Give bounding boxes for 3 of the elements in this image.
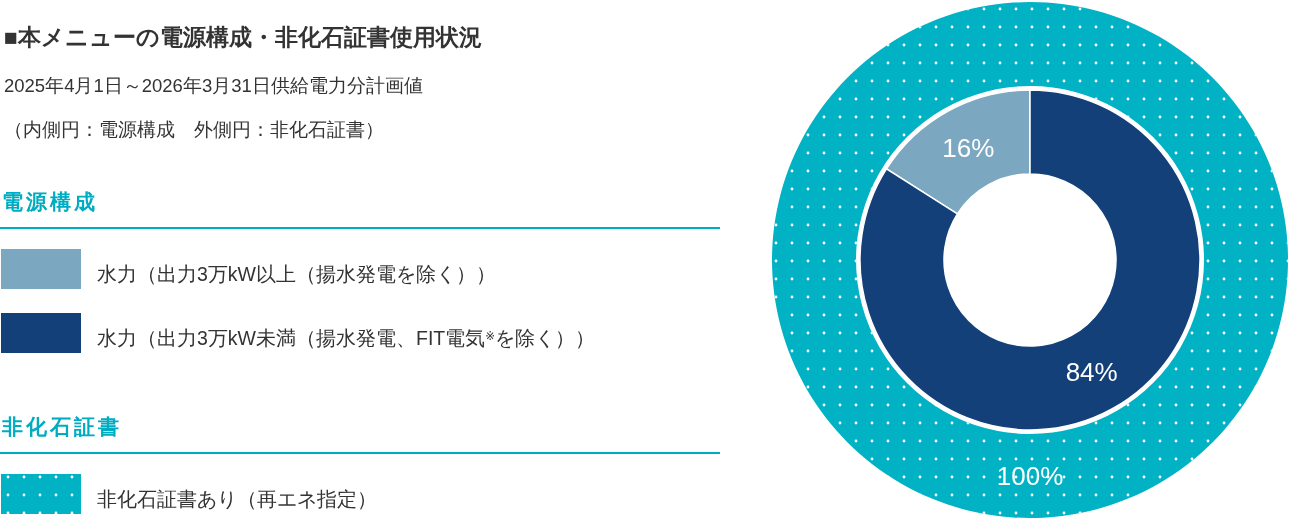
annotation: （内側円：電源構成 外側円：非化石証書）	[4, 119, 384, 140]
title: ■本メニューの電源構成・非化石証書使用状況	[4, 24, 482, 50]
subtitle: 2025年4月1日～2026年3月31日供給電力分計画値	[4, 75, 423, 96]
